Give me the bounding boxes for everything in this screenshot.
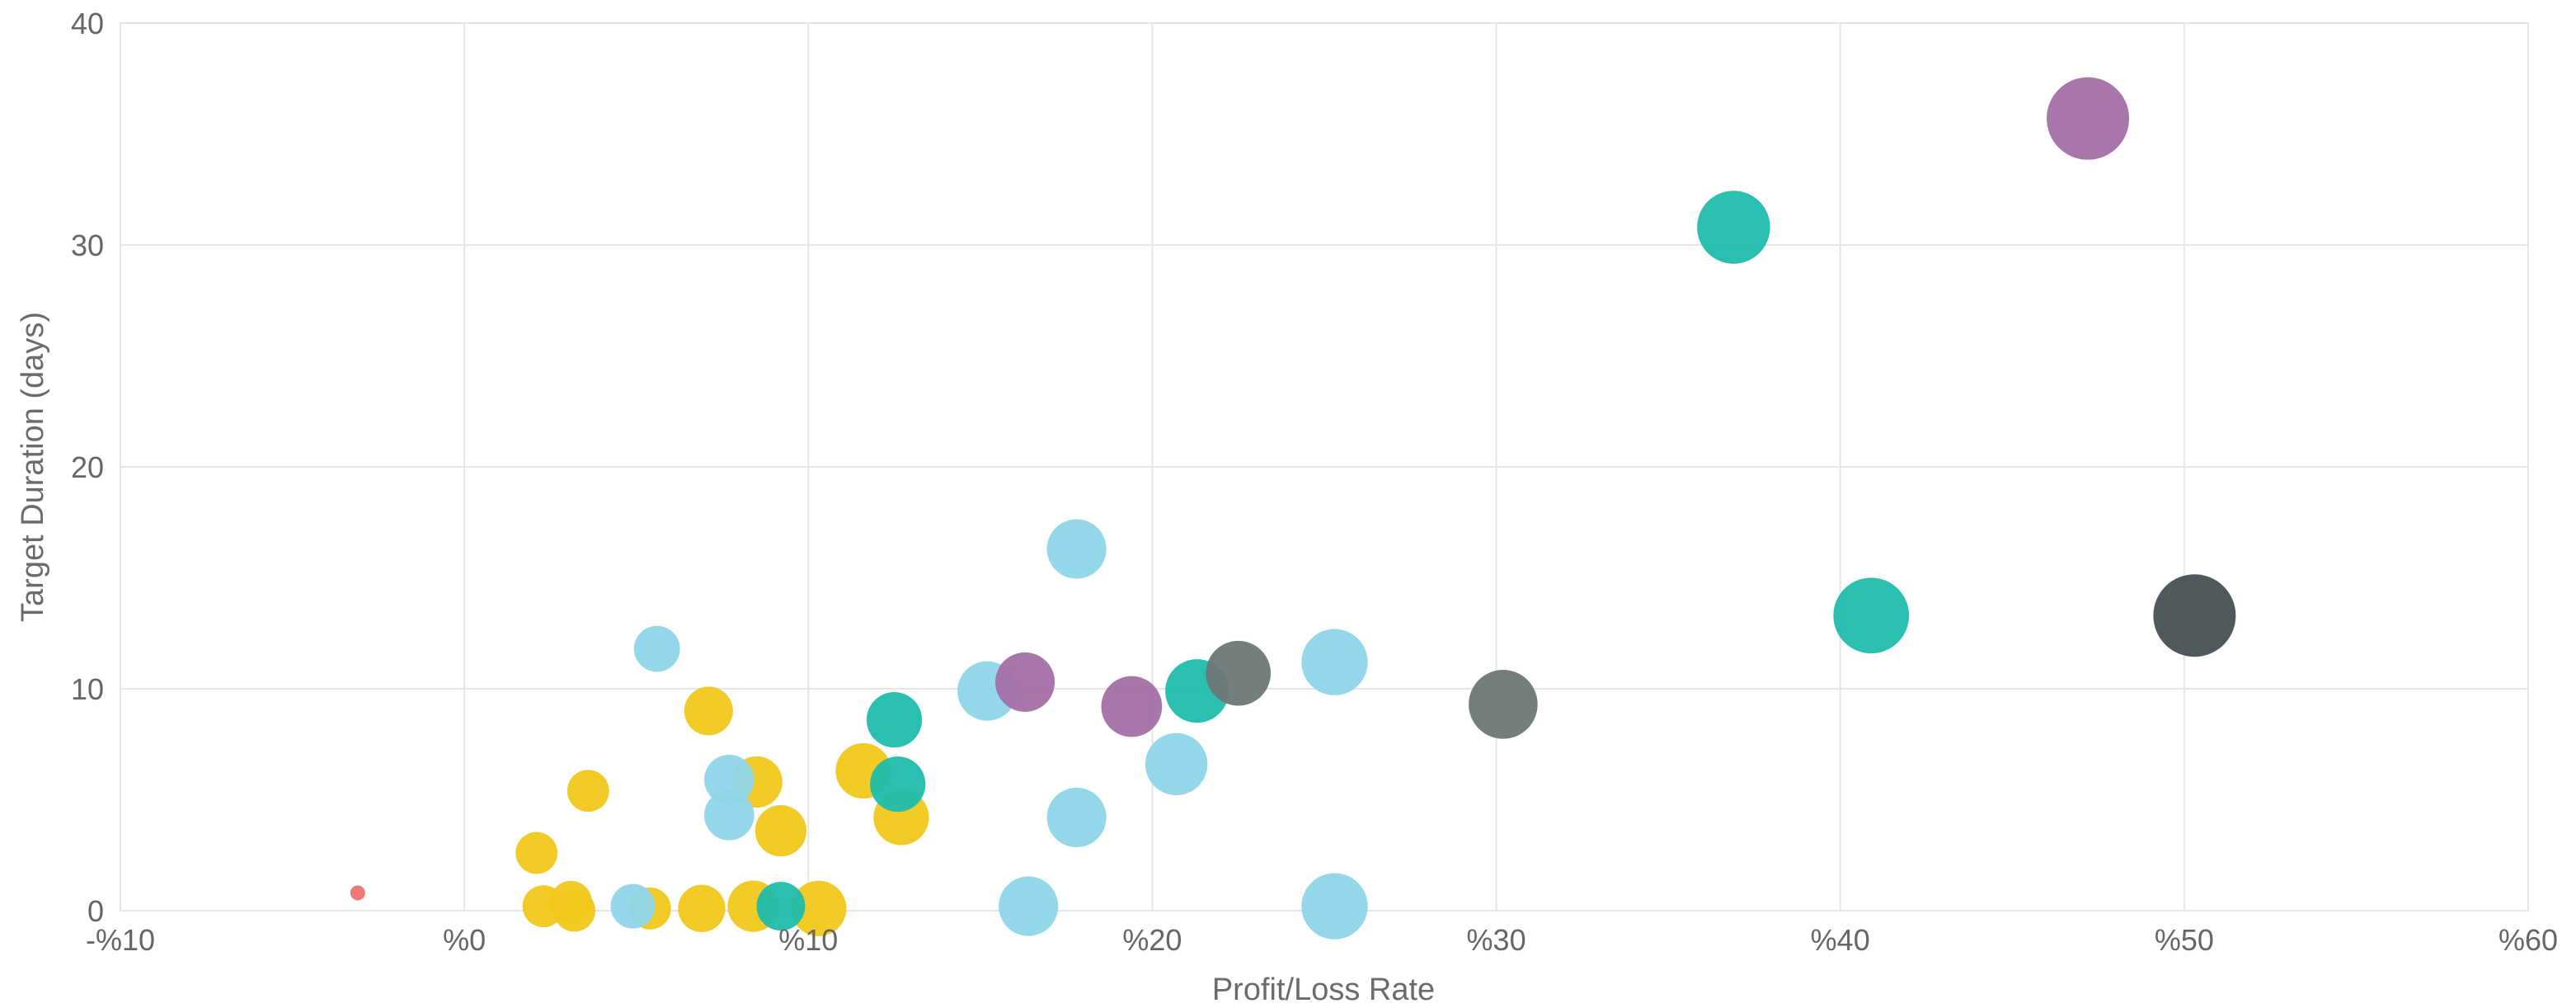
data-point[interactable] — [2153, 574, 2236, 657]
data-point[interactable] — [350, 885, 365, 901]
x-tick-label: %50 — [2155, 923, 2214, 957]
data-point[interactable] — [1206, 640, 1272, 706]
data-point[interactable] — [1833, 577, 1910, 654]
data-point[interactable] — [1046, 519, 1107, 579]
data-point[interactable] — [1301, 629, 1368, 695]
data-point[interactable] — [684, 686, 733, 736]
y-axis-ticks: 0 10 20 30 40 — [71, 7, 104, 928]
data-point[interactable] — [610, 883, 656, 929]
y-tick-label: 40 — [71, 7, 104, 40]
data-point[interactable] — [704, 790, 754, 841]
x-tick-label: -%10 — [86, 923, 155, 957]
data-point[interactable] — [1469, 670, 1538, 739]
y-tick-label: 10 — [71, 672, 104, 706]
data-point[interactable] — [704, 754, 754, 805]
x-tick-label: %40 — [1811, 923, 1870, 957]
y-axis-title: Target Duration (days) — [16, 312, 50, 622]
data-point[interactable] — [515, 831, 558, 874]
data-point[interactable] — [756, 882, 806, 931]
x-axis-ticks: -%10 %0 %10 %20 %30 %40 %50 %60 — [86, 923, 2558, 957]
x-tick-label: %20 — [1122, 923, 1182, 957]
y-tick-label: 20 — [71, 450, 104, 484]
data-point[interactable] — [1046, 787, 1107, 848]
data-point[interactable] — [866, 692, 923, 748]
grid-layer — [120, 22, 2529, 911]
x-tick-label: %0 — [443, 923, 486, 957]
y-tick-label: 0 — [87, 894, 104, 928]
x-axis-title: Profit/Loss Rate — [1212, 973, 1435, 1004]
data-point[interactable] — [678, 884, 726, 932]
data-point[interactable] — [566, 770, 609, 813]
data-point[interactable] — [1101, 676, 1163, 737]
data-point[interactable] — [995, 652, 1055, 712]
data-point[interactable] — [1697, 191, 1770, 264]
data-point[interactable] — [754, 805, 807, 857]
data-point[interactable] — [633, 625, 680, 672]
data-point[interactable] — [870, 756, 926, 813]
data-point[interactable] — [791, 880, 847, 936]
points-layer — [350, 77, 2236, 940]
x-tick-label: %10 — [778, 923, 838, 957]
data-point[interactable] — [999, 876, 1059, 936]
data-point[interactable] — [553, 889, 596, 932]
y-tick-label: 30 — [71, 228, 104, 262]
x-tick-label: %60 — [2498, 923, 2558, 957]
x-tick-label: %30 — [1467, 923, 1526, 957]
data-point[interactable] — [2047, 77, 2130, 160]
data-point[interactable] — [1301, 873, 1368, 940]
data-point[interactable] — [1145, 732, 1208, 796]
